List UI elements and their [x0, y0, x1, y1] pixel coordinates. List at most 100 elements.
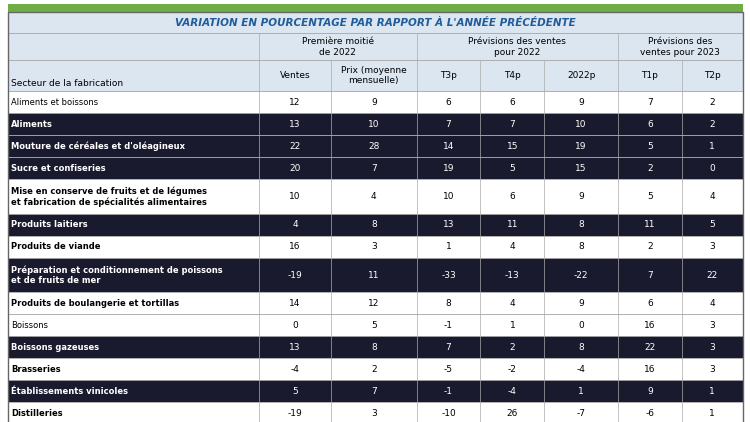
Text: 10: 10: [575, 120, 586, 129]
Bar: [8, 380, 742, 402]
Text: -19: -19: [288, 408, 302, 418]
Text: 6: 6: [446, 98, 452, 107]
Text: 2: 2: [647, 242, 652, 251]
Text: 8: 8: [446, 299, 452, 308]
Text: 1: 1: [710, 408, 715, 418]
Text: 15: 15: [507, 142, 518, 151]
Text: Distilleries: Distilleries: [11, 408, 63, 418]
Text: 4: 4: [509, 299, 515, 308]
Bar: [8, 4, 742, 12]
Text: 5: 5: [647, 142, 652, 151]
Text: Prévisions des ventes
pour 2022: Prévisions des ventes pour 2022: [468, 37, 566, 57]
Text: -10: -10: [441, 408, 456, 418]
Text: 6: 6: [509, 98, 515, 107]
Bar: [8, 157, 742, 179]
Text: 7: 7: [509, 120, 515, 129]
Text: 5: 5: [647, 192, 652, 201]
Text: -5: -5: [444, 365, 453, 374]
Text: 7: 7: [647, 98, 652, 107]
Text: 3: 3: [371, 408, 376, 418]
Text: 4: 4: [509, 242, 515, 251]
Text: 8: 8: [371, 220, 376, 229]
Text: 0: 0: [292, 321, 298, 330]
Text: 8: 8: [371, 343, 376, 352]
Text: -1: -1: [444, 387, 453, 396]
Text: 14: 14: [442, 142, 454, 151]
Text: -7: -7: [577, 408, 586, 418]
Text: 1: 1: [710, 387, 715, 396]
Bar: [8, 402, 742, 422]
Text: 4: 4: [710, 299, 715, 308]
Text: Prévisions des
ventes pour 2023: Prévisions des ventes pour 2023: [640, 37, 720, 57]
Text: 16: 16: [644, 321, 656, 330]
Text: -2: -2: [508, 365, 517, 374]
Text: 10: 10: [442, 192, 454, 201]
Text: Boissons: Boissons: [11, 321, 48, 330]
Bar: [8, 179, 742, 214]
Text: 22: 22: [644, 343, 656, 352]
Text: 14: 14: [290, 299, 301, 308]
Text: 7: 7: [446, 120, 452, 129]
Text: -19: -19: [288, 271, 302, 279]
Text: 4: 4: [371, 192, 376, 201]
Bar: [8, 314, 742, 336]
Bar: [8, 179, 742, 214]
Bar: [8, 336, 742, 358]
Bar: [8, 60, 742, 92]
Text: 19: 19: [442, 164, 454, 173]
Text: 4: 4: [710, 192, 715, 201]
Text: 11: 11: [368, 271, 380, 279]
Text: 9: 9: [647, 387, 652, 396]
Text: 7: 7: [647, 271, 652, 279]
Text: 15: 15: [575, 164, 586, 173]
Text: 2: 2: [710, 120, 715, 129]
Text: 28: 28: [368, 142, 380, 151]
Text: 20: 20: [290, 164, 301, 173]
Text: Aliments: Aliments: [11, 120, 53, 129]
Text: Boissons gazeuses: Boissons gazeuses: [11, 343, 99, 352]
Bar: [8, 258, 742, 292]
Bar: [8, 114, 742, 135]
Text: 4: 4: [292, 220, 298, 229]
Text: -4: -4: [577, 365, 586, 374]
Text: Produits laitiers: Produits laitiers: [11, 220, 88, 229]
Text: 1: 1: [578, 387, 584, 396]
Bar: [8, 336, 742, 358]
Text: 6: 6: [647, 299, 652, 308]
Text: -4: -4: [291, 365, 299, 374]
Bar: [8, 402, 742, 422]
Text: Produits de viande: Produits de viande: [11, 242, 100, 251]
Text: 7: 7: [371, 387, 376, 396]
Bar: [8, 380, 742, 402]
Text: 13: 13: [290, 343, 301, 352]
Text: 3: 3: [710, 343, 715, 352]
Text: 10: 10: [290, 192, 301, 201]
Bar: [8, 358, 742, 380]
Text: 9: 9: [371, 98, 376, 107]
Bar: [8, 258, 742, 292]
Bar: [8, 135, 742, 157]
Text: 19: 19: [575, 142, 586, 151]
Bar: [8, 60, 742, 92]
Bar: [8, 292, 742, 314]
Text: 13: 13: [442, 220, 454, 229]
Text: 1: 1: [509, 321, 515, 330]
Bar: [8, 92, 742, 114]
Text: 3: 3: [371, 242, 376, 251]
Text: 9: 9: [578, 299, 584, 308]
Text: Mouture de céréales et d'oléagineux: Mouture de céréales et d'oléagineux: [11, 142, 185, 151]
Text: Ventes: Ventes: [280, 71, 310, 80]
Text: T2p: T2p: [704, 71, 721, 80]
Bar: [8, 33, 742, 60]
Text: 10: 10: [368, 120, 380, 129]
Text: -13: -13: [505, 271, 520, 279]
Bar: [8, 114, 742, 135]
Text: 8: 8: [578, 220, 584, 229]
Text: Prix (moyenne
mensuelle): Prix (moyenne mensuelle): [341, 66, 406, 86]
Text: 5: 5: [509, 164, 515, 173]
Text: 8: 8: [578, 242, 584, 251]
Text: 2: 2: [647, 164, 652, 173]
Text: Établissements vinicoles: Établissements vinicoles: [11, 387, 128, 396]
Text: 3: 3: [710, 365, 715, 374]
Text: -33: -33: [441, 271, 456, 279]
